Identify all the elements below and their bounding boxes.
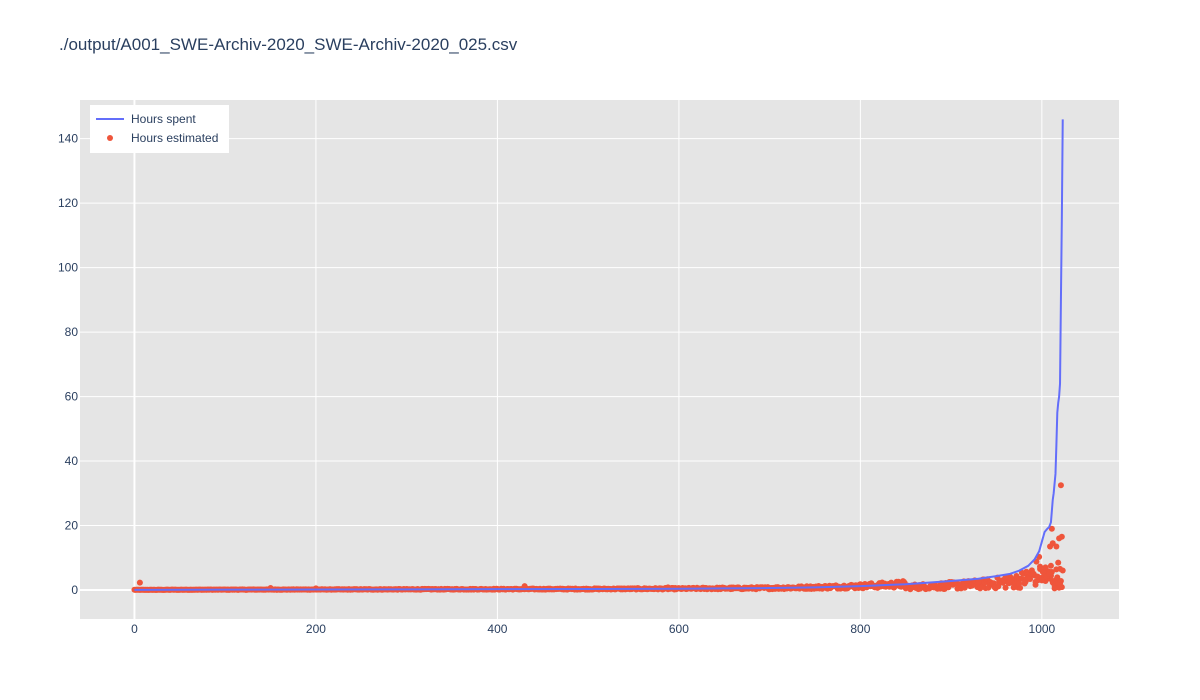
estimated-point <box>1058 533 1065 540</box>
y-tick-label: 60 <box>65 390 79 404</box>
estimated-point <box>1007 577 1014 584</box>
spent-line-layer <box>134 119 1064 591</box>
x-tick-label: 1000 <box>1029 622 1056 636</box>
y-tick-label: 20 <box>65 519 79 533</box>
estimated-point <box>1032 578 1039 585</box>
x-tick-label: 200 <box>306 622 326 636</box>
estimated-point <box>1047 562 1054 569</box>
estimated-point <box>1057 482 1064 489</box>
legend-estimated-swatch <box>107 135 113 141</box>
y-tick-label: 120 <box>58 196 78 210</box>
estimated-point <box>1016 580 1023 587</box>
estimated-point <box>1029 570 1036 577</box>
y-tick-label: 80 <box>65 325 79 339</box>
plot-background <box>80 100 1119 619</box>
x-tick-label: 400 <box>487 622 507 636</box>
y-tick-label: 140 <box>58 132 78 146</box>
x-tick-label: 0 <box>131 622 138 636</box>
legend-background <box>90 105 229 153</box>
x-tick-label: 800 <box>850 622 870 636</box>
y-tick-label: 0 <box>71 583 78 597</box>
legend-spent-label: Hours spent <box>131 112 196 126</box>
estimated-point <box>1042 564 1049 571</box>
estimated-point <box>1059 567 1066 574</box>
estimated-point <box>521 583 528 590</box>
estimated-point <box>1057 580 1064 587</box>
estimated-point <box>1038 577 1045 584</box>
estimated-point <box>1053 543 1060 550</box>
spent-line <box>134 119 1064 591</box>
estimated-point <box>1046 570 1053 577</box>
legend-estimated-label: Hours estimated <box>131 131 218 145</box>
estimated-point <box>1048 525 1055 532</box>
estimated-point <box>1051 585 1058 592</box>
estimated-point <box>136 579 143 586</box>
legend[interactable]: Hours spent Hours estimated <box>90 105 229 153</box>
chart-title: ./output/A001_SWE-Archiv-2020_SWE-Archiv… <box>59 35 518 54</box>
axis-ticks: 0 200 400 600 800 1000 0 20 40 60 80 100 120 140 <box>58 132 1056 636</box>
estimated-point <box>1055 559 1062 566</box>
estimated-point <box>975 578 982 585</box>
estimated-point <box>1002 584 1009 591</box>
estimated-point <box>1025 575 1032 582</box>
y-tick-label: 100 <box>58 261 78 275</box>
x-tick-label: 600 <box>669 622 689 636</box>
y-tick-label: 40 <box>65 454 79 468</box>
